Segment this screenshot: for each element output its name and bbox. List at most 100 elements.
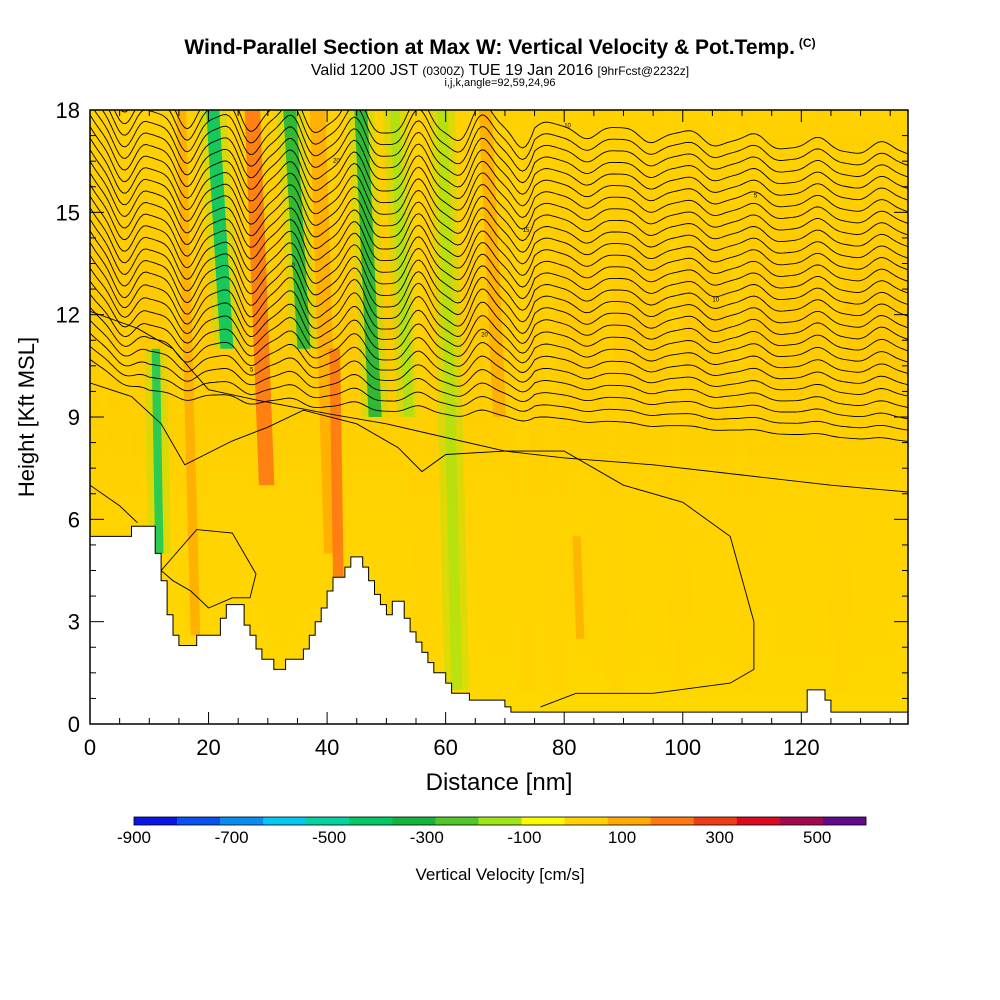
theta-contour-17 bbox=[90, 149, 908, 248]
chart-title: Wind-Parallel Section at Max W: Vertical… bbox=[0, 36, 1000, 60]
colorbar-tick-label-2: -500 bbox=[312, 828, 346, 847]
chart-indices: i,j,k,angle=92,59,24,96 bbox=[444, 77, 556, 89]
velocity-band-13 bbox=[538, 110, 564, 690]
colorbar-swatch-0 bbox=[134, 817, 178, 825]
velocity-band-7 bbox=[354, 110, 382, 417]
velocity-band-14 bbox=[572, 536, 585, 639]
colorbar-swatch-15 bbox=[779, 817, 824, 825]
colorbar-swatch-11 bbox=[607, 817, 652, 825]
y-tick-label-0: 0 bbox=[68, 712, 80, 737]
velocity-field bbox=[91, 110, 855, 690]
theta-contour-6 bbox=[90, 280, 908, 374]
colorbar-tick-label-1: -700 bbox=[215, 828, 249, 847]
colorbar-swatch-1 bbox=[177, 817, 221, 825]
mid-contour bbox=[90, 382, 755, 708]
theta-contour-23 bbox=[108, 110, 908, 178]
velocity-band-2 bbox=[206, 110, 234, 349]
x-tick-label-4: 80 bbox=[552, 735, 576, 760]
colorbar-swatch-14 bbox=[736, 817, 781, 825]
x-tick-label-3: 60 bbox=[433, 735, 457, 760]
contour-label-10: 0 bbox=[292, 263, 296, 269]
theta-contour-16 bbox=[90, 161, 908, 259]
chart-title-text: Wind-Parallel Section at Max W: Vertical… bbox=[184, 36, 795, 59]
colorbar-swatch-12 bbox=[650, 817, 695, 825]
contour-label-4: 20 bbox=[481, 332, 488, 338]
colorbar-tick-label-3: -300 bbox=[410, 828, 444, 847]
theta-contour-13 bbox=[90, 195, 908, 294]
theta-contour-24 bbox=[113, 110, 908, 166]
x-tick-label-2: 40 bbox=[315, 735, 339, 760]
velocity-band-8 bbox=[389, 110, 414, 417]
colorbar-tick-label-7: 500 bbox=[803, 828, 831, 847]
low-contour-1 bbox=[90, 484, 138, 524]
contour-label-16: 5 bbox=[754, 193, 758, 199]
theta-contour-10 bbox=[90, 230, 908, 329]
colorbar-tick-label-0: -900 bbox=[117, 828, 151, 847]
theta-contour-22 bbox=[101, 110, 908, 190]
velocity-band-10 bbox=[437, 110, 463, 690]
contour-label-7: 10 bbox=[712, 298, 719, 304]
theta-contour-7 bbox=[90, 267, 908, 363]
theta-contour-19 bbox=[90, 126, 908, 224]
theta-contour-1 bbox=[90, 345, 908, 431]
colorbar-swatch-3 bbox=[263, 817, 307, 825]
y-tick-label-1: 3 bbox=[68, 610, 80, 635]
colorbar-swatch-6 bbox=[392, 817, 436, 825]
theta-contour-15 bbox=[90, 172, 908, 271]
colorbar-tick-label-6: 300 bbox=[705, 828, 733, 847]
subtitle-fcst: [9hrFcst@2232z] bbox=[597, 64, 690, 78]
velocity-band-20 bbox=[98, 314, 111, 520]
colorbar-swatch-16 bbox=[822, 817, 867, 825]
theta-contour-18 bbox=[90, 137, 908, 236]
velocity-band-6 bbox=[329, 348, 344, 581]
low-contour-2 bbox=[160, 529, 257, 609]
x-tick-label-6: 120 bbox=[783, 735, 820, 760]
y-tick-label-4: 12 bbox=[56, 303, 80, 328]
colorbar-swatch-8 bbox=[478, 817, 522, 825]
velocity-band-12 bbox=[508, 110, 536, 690]
velocity-band-15 bbox=[597, 110, 623, 690]
subtitle-valid: Valid 1200 JST bbox=[310, 62, 418, 79]
subtitle-date: TUE 19 Jan 2016 bbox=[468, 62, 594, 79]
velocity-band-16 bbox=[662, 110, 688, 690]
chart-title-mark: (C) bbox=[798, 36, 816, 50]
contour-label-22: 10 bbox=[564, 124, 571, 130]
theta-contour-4 bbox=[90, 306, 908, 397]
potential-temperature-contours: 5 20 10 0 15 5 20 10 bbox=[90, 110, 908, 708]
colorbar-swatch-5 bbox=[349, 817, 393, 825]
theta-contour-0 bbox=[90, 358, 908, 442]
terrain-mask bbox=[90, 525, 908, 724]
colorbar-frame bbox=[133, 816, 867, 826]
chart-subtitle: Valid 1200 JST (0300Z) TUE 19 Jan 2016 [… bbox=[0, 62, 1000, 80]
colorbar: -900 -700 -500 -300 -100 100 300 500 bbox=[117, 816, 867, 847]
y-tick-label-2: 6 bbox=[68, 507, 80, 532]
low-contour-0 bbox=[90, 310, 908, 493]
velocity-band-18 bbox=[822, 110, 848, 690]
colorbar-tick-label-4: -100 bbox=[507, 828, 541, 847]
theta-contour-12 bbox=[90, 207, 908, 306]
theta-contour-14 bbox=[90, 184, 908, 282]
velocity-band-19 bbox=[151, 348, 164, 554]
contour-label-19: 20 bbox=[333, 159, 340, 165]
subtitle-utc: (0300Z) bbox=[422, 64, 465, 78]
colorbar-swatch-2 bbox=[220, 817, 264, 825]
contour-label-1: 5 bbox=[250, 367, 254, 373]
contour-label-13: 15 bbox=[523, 228, 530, 234]
x-tick-label-5: 100 bbox=[664, 735, 701, 760]
x-tick-label-1: 20 bbox=[196, 735, 220, 760]
colorbar-swatch-4 bbox=[306, 817, 350, 825]
theta-contour-21 bbox=[93, 110, 908, 201]
velocity-band-17 bbox=[727, 110, 753, 690]
y-tick-label-3: 9 bbox=[68, 405, 80, 430]
y-axis-label: Height [Kft MSL] bbox=[14, 337, 39, 497]
colorbar-swatch-7 bbox=[435, 817, 479, 825]
theta-contour-2 bbox=[90, 332, 908, 420]
x-tick-label-0: 0 bbox=[84, 735, 96, 760]
x-axis-label: Distance [nm] bbox=[426, 769, 573, 796]
colorbar-swatch-10 bbox=[564, 817, 608, 825]
colorbar-swatch-13 bbox=[693, 817, 738, 825]
theta-contour-11 bbox=[90, 219, 908, 317]
theta-contour-20 bbox=[90, 114, 908, 213]
theta-contour-9 bbox=[90, 242, 908, 340]
